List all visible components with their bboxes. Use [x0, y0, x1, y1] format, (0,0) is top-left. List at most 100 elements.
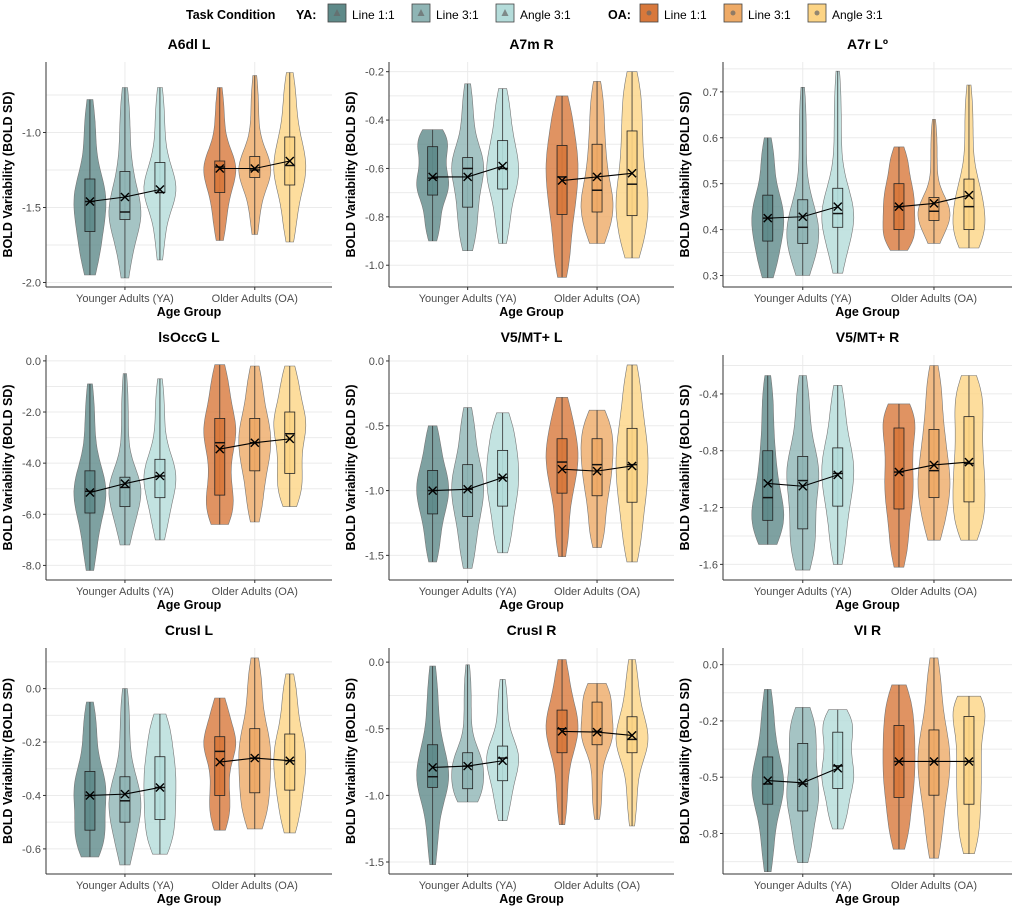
panel-a7m-r: A7m R -1.0 -0.8 -0.6 -0.4 -0.2 Younger Adults …	[344, 36, 674, 319]
mean-marker	[85, 790, 95, 800]
legend-item-label: Line 1:1	[352, 8, 395, 22]
box	[928, 197, 940, 221]
box	[963, 416, 975, 503]
x-tick-label: Older Adults (OA)	[891, 880, 977, 892]
y-tick-label: 0.6	[703, 133, 718, 145]
mean-marker	[428, 762, 438, 772]
x-tick-label: Younger Adults (YA)	[419, 293, 517, 305]
mean-marker	[763, 776, 773, 786]
legend-title: Task Condition	[186, 8, 275, 22]
panel-v5-mt-r: V5/MT+ R -1.6 -1.2 -0.8 -0.4 Younger Adults (…	[678, 329, 1012, 612]
triangle-marker-icon	[417, 9, 425, 16]
mean-marker	[798, 778, 808, 788]
box	[928, 729, 940, 796]
mean-marker	[215, 164, 225, 173]
mean-marker	[627, 168, 637, 178]
x-axis-title: Age Group	[835, 892, 900, 906]
mean-marker	[155, 782, 165, 792]
x-axis-title: Age Group	[157, 598, 222, 612]
y-tick-label: -0.2	[365, 67, 384, 79]
y-tick-label: -1.0	[22, 128, 41, 140]
box	[497, 140, 509, 190]
legend-item-label: Line 1:1	[664, 8, 707, 22]
y-tick-label: -4.0	[22, 458, 41, 470]
y-tick-label: 0.0	[369, 657, 384, 669]
box	[249, 418, 261, 472]
legend: Task Condition YA: Line 1:1 Line 3:1 Angle 3…	[186, 3, 883, 23]
mean-marker	[833, 763, 843, 773]
box	[462, 464, 474, 517]
y-tick-label: -0.2	[699, 716, 718, 728]
box	[963, 716, 975, 805]
box	[893, 427, 905, 510]
box	[154, 458, 166, 499]
y-axis-title: BOLD Variability (BOLD SD)	[344, 678, 358, 844]
mean-marker	[285, 156, 295, 166]
legend-item-label: Line 3:1	[748, 8, 791, 22]
y-tick-label: -0.5	[365, 724, 384, 736]
box	[462, 752, 474, 790]
box	[284, 733, 296, 791]
mean-marker	[894, 467, 904, 477]
mean-marker	[155, 185, 165, 194]
mean-marker	[592, 727, 602, 737]
x-axis-title: Age Group	[499, 892, 564, 906]
x-tick-label: Younger Adults (YA)	[76, 293, 174, 305]
y-tick-label: -0.4	[699, 389, 718, 401]
x-axis-title: Age Group	[157, 892, 222, 906]
y-tick-label: -1.6	[699, 559, 718, 571]
box	[797, 456, 809, 530]
mean-marker	[463, 761, 473, 771]
mean-marker	[155, 471, 165, 481]
mean-marker	[463, 484, 473, 494]
box	[497, 745, 509, 782]
y-tick-label: 0.0	[26, 684, 41, 696]
box	[591, 438, 603, 497]
mean-marker	[929, 460, 939, 470]
y-tick-label: -0.6	[365, 163, 384, 175]
box	[214, 418, 226, 496]
y-tick-label: -0.8	[365, 212, 384, 224]
box	[797, 743, 809, 812]
circle-marker-icon	[646, 10, 652, 16]
mean-marker	[763, 213, 773, 223]
y-axis-title: BOLD Variability (BOLD SD)	[344, 92, 358, 258]
legend-item-label: Line 3:1	[436, 8, 479, 22]
panel-title: CrusI R	[507, 622, 557, 638]
mean-marker	[627, 730, 637, 740]
box	[249, 156, 261, 178]
panel-a7r-l-: A7r Lº 0.3 0.4 0.5 0.6 0.7 Younger Adults (YA)…	[678, 36, 1012, 319]
mean-marker	[120, 479, 130, 489]
y-tick-label: -1.2	[699, 503, 718, 515]
y-axis-title: BOLD Variability (BOLD SD)	[1, 678, 15, 844]
box	[214, 736, 226, 796]
x-tick-label: Older Adults (OA)	[212, 586, 298, 598]
x-tick-label: Older Adults (OA)	[212, 293, 298, 305]
mean-marker	[894, 756, 904, 766]
x-axis-title: Age Group	[835, 305, 900, 319]
y-tick-label: -1.5	[22, 203, 41, 215]
x-tick-label: Younger Adults (YA)	[76, 586, 174, 598]
mean-marker	[250, 753, 260, 763]
y-tick-label: -0.8	[699, 828, 718, 840]
panel-v5-mt-l: V5/MT+ L -1.5 -1.0 -0.5 0.0 Younger Adults (Y…	[344, 329, 674, 612]
y-tick-label: -1.5	[365, 550, 384, 562]
box	[427, 146, 439, 196]
legend-item-label: Angle 3:1	[832, 8, 883, 22]
y-tick-label: 0.4	[703, 225, 718, 237]
mean-marker	[592, 466, 602, 476]
mean-marker	[833, 202, 843, 212]
panel-a6dl-l: A6dl L -2.0 -1.5 -1.0 Younger Adults (YA) Old…	[1, 36, 332, 319]
mean-marker	[85, 197, 95, 206]
mean-marker	[215, 444, 225, 454]
mean-marker	[929, 198, 939, 208]
box	[591, 701, 603, 746]
x-axis-title: Age Group	[499, 598, 564, 612]
box	[797, 199, 809, 244]
y-tick-label: -1.0	[365, 260, 384, 272]
legend-group-label: OA:	[608, 8, 631, 22]
panel-crusi-l: CrusI L -0.6 -0.4 -0.2 0.0 Younger Adults (YA…	[1, 622, 332, 906]
x-tick-label: Younger Adults (YA)	[419, 880, 517, 892]
panel-crusi-r: CrusI R -1.5 -1.0 -0.5 0.0 Younger Adults (YA…	[344, 622, 674, 906]
box	[591, 143, 603, 213]
